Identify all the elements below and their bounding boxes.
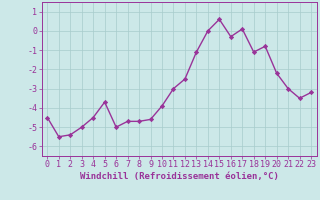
X-axis label: Windchill (Refroidissement éolien,°C): Windchill (Refroidissement éolien,°C) bbox=[80, 172, 279, 181]
